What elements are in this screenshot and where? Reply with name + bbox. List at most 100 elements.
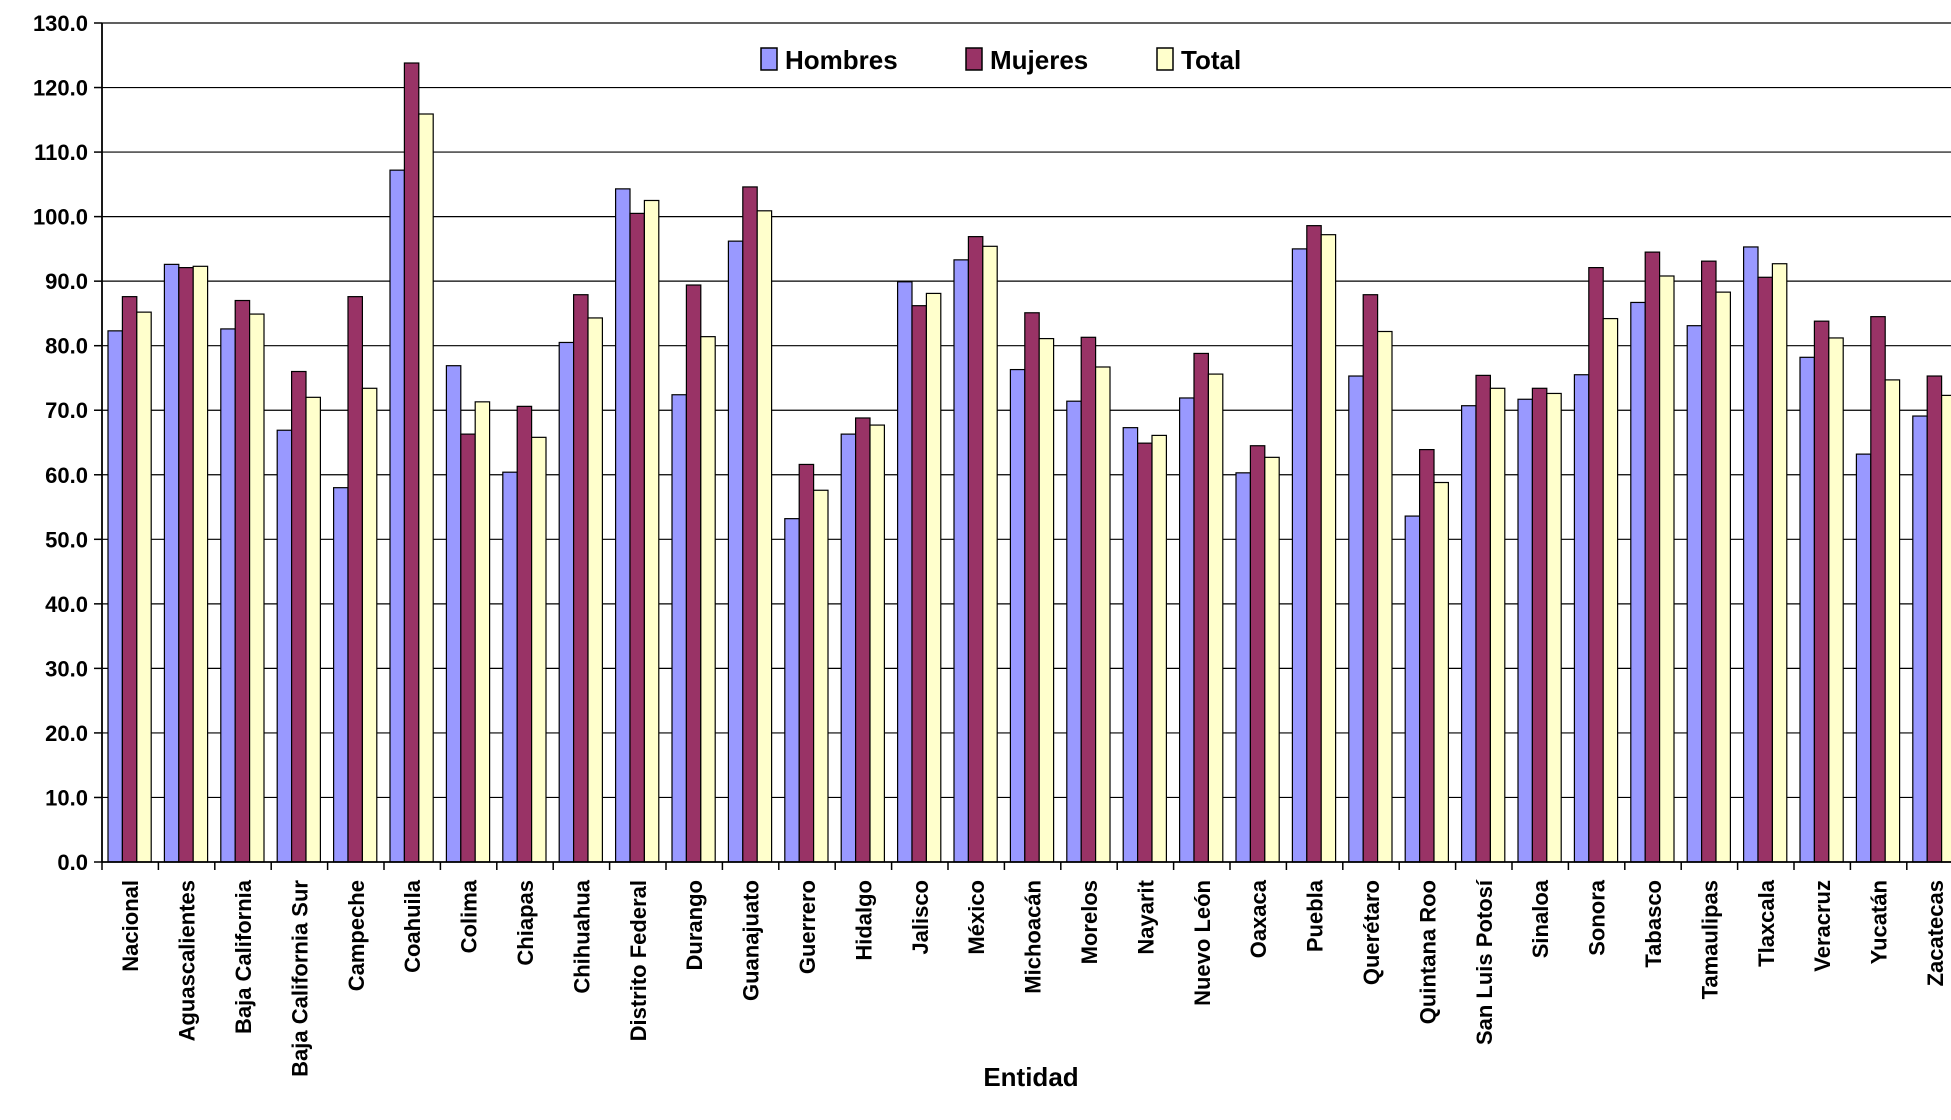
bar-total[interactable]: Tamaulipas — Total: 88.3 (1715, 291, 1731, 863)
bar-hombres[interactable]: Baja California — Hombres: 82.6 (220, 328, 236, 863)
bar-total[interactable]: Campeche — Total: 73.4 (361, 387, 378, 863)
bar-mujeres[interactable]: Yucatán — Mujeres: 84.5 (1870, 316, 1886, 863)
bar-total[interactable]: Nuevo León — Total: 75.6 (1207, 373, 1224, 863)
bar-hombres[interactable]: Zacatecas — Hombres: 69.1 (1912, 415, 1928, 863)
bar-total[interactable]: Colima — Total: 71.3 (474, 401, 491, 863)
bar-mujeres[interactable]: Coahuila — Mujeres: 123.8 (403, 62, 420, 863)
bar-hombres[interactable]: Veracruz — Hombres: 78.2 (1799, 356, 1815, 863)
bar-hombres[interactable]: Nuevo León — Hombres: 71.9 (1178, 397, 1195, 863)
bar-hombres[interactable]: Michoacán — Hombres: 76.3 (1009, 368, 1026, 863)
bar-hombres[interactable]: Durango — Hombres: 72.4 (671, 394, 687, 863)
bar-mujeres[interactable]: Michoacán — Mujeres: 85.1 (1024, 312, 1040, 863)
bar-hombres[interactable]: Puebla — Hombres: 95 (1291, 248, 1308, 863)
bar-mujeres[interactable]: Tabasco — Mujeres: 94.5 (1644, 251, 1661, 863)
bar-hombres[interactable]: Chiapas — Hombres: 60.4 (502, 471, 518, 863)
bar-hombres[interactable]: Yucatán — Hombres: 63.2 (1855, 453, 1872, 863)
bar-total[interactable]: Durango — Total: 81.4 (700, 336, 716, 863)
bar-mujeres[interactable]: Sonora — Mujeres: 92.1 (1588, 267, 1604, 863)
bar-total[interactable]: Baja California Sur — Total: 72 (305, 396, 321, 863)
legend-item-total[interactable]: Total (1156, 45, 1241, 75)
bar-mujeres[interactable]: Nuevo León — Mujeres: 78.8 (1193, 352, 1209, 863)
bar-hombres[interactable]: Oaxaca — Hombres: 60.3 (1235, 472, 1251, 863)
bar-total[interactable]: Nacional — Total: 85.2 (136, 311, 152, 863)
bar-total[interactable]: Querétaro — Total: 82.2 (1376, 330, 1393, 863)
bar-hombres[interactable]: Jalisco — Hombres: 89.9 (896, 281, 913, 863)
bar-mujeres[interactable]: Nayarit — Mujeres: 64.9 (1136, 442, 1153, 863)
bar-hombres[interactable]: Tlaxcala — Hombres: 95.3 (1742, 246, 1759, 863)
bar-mujeres[interactable]: Chiapas — Mujeres: 70.6 (516, 405, 533, 863)
bar-hombres[interactable]: Nayarit — Hombres: 67.3 (1122, 427, 1139, 863)
bar-hombres[interactable]: Guerrero — Hombres: 53.2 (784, 518, 800, 863)
bar-mujeres[interactable]: Tamaulipas — Mujeres: 93.1 (1700, 260, 1717, 863)
bar-mujeres[interactable]: Quintana Roo — Mujeres: 63.9 (1418, 448, 1435, 863)
bar-mujeres[interactable]: Sinaloa — Mujeres: 73.4 (1531, 387, 1548, 863)
bar-total[interactable]: Coahuila — Total: 115.9 (418, 113, 434, 863)
bar-total[interactable]: Morelos — Total: 76.7 (1094, 366, 1111, 863)
legend-item-mujeres[interactable]: Mujeres (965, 45, 1088, 75)
bar-hombres[interactable]: Querétaro — Hombres: 75.3 (1348, 375, 1364, 863)
bar-total[interactable]: México — Total: 95.4 (982, 245, 998, 863)
bar-mujeres[interactable]: Morelos — Mujeres: 81.3 (1080, 336, 1097, 863)
bar-mujeres[interactable]: Chihuahua — Mujeres: 87.9 (572, 294, 589, 863)
bar-hombres[interactable]: Chihuahua — Hombres: 80.5 (558, 341, 575, 863)
bar-hombres[interactable]: Tamaulipas — Hombres: 83.1 (1686, 325, 1703, 863)
bar-mujeres[interactable]: San Luis Potosí — Mujeres: 75.4 (1475, 374, 1491, 863)
bar-total[interactable]: San Luis Potosí — Total: 73.4 (1489, 387, 1506, 863)
bar-total[interactable]: Chiapas — Total: 65.8 (530, 436, 547, 863)
bar-mujeres[interactable]: Durango — Mujeres: 89.4 (685, 284, 702, 863)
bar-total[interactable]: Aguascalientes — Total: 92.3 (192, 265, 209, 863)
bar-hombres[interactable]: Coahuila — Hombres: 107.2 (389, 169, 405, 863)
bar-mujeres[interactable]: Tlaxcala — Mujeres: 90.6 (1757, 276, 1773, 863)
bar-mujeres[interactable]: Oaxaca — Mujeres: 64.5 (1249, 445, 1266, 863)
bar-total[interactable]: Tlaxcala — Total: 92.7 (1771, 263, 1788, 863)
bar-hombres[interactable]: Hidalgo — Hombres: 66.3 (840, 433, 857, 863)
bar-total[interactable]: Tabasco — Total: 90.8 (1658, 275, 1675, 863)
bar-hombres[interactable]: Campeche — Hombres: 58 (333, 487, 349, 863)
bar-total[interactable]: Zacatecas — Total: 72.3 (1940, 394, 1951, 863)
bar-mujeres[interactable]: Guerrero — Mujeres: 61.6 (798, 463, 815, 863)
bar-mujeres[interactable]: Puebla — Mujeres: 98.6 (1306, 225, 1322, 863)
bar-mujeres[interactable]: Veracruz — Mujeres: 83.8 (1813, 320, 1830, 863)
bar-hombres[interactable]: San Luis Potosí — Hombres: 70.7 (1460, 405, 1477, 863)
bar-hombres[interactable]: Baja California Sur — Hombres: 66.9 (276, 429, 293, 863)
bar-mujeres[interactable]: Colima — Mujeres: 66.3 (460, 433, 476, 863)
bar-mujeres[interactable]: Jalisco — Mujeres: 86.2 (911, 305, 927, 863)
bar-hombres[interactable]: Tabasco — Hombres: 86.7 (1630, 301, 1646, 863)
bar-total[interactable]: Sonora — Total: 84.2 (1602, 317, 1619, 863)
bar-total[interactable]: Puebla — Total: 97.2 (1320, 234, 1337, 863)
bar-mujeres[interactable]: Hidalgo — Mujeres: 68.8 (854, 417, 871, 863)
bar-hombres[interactable]: Sonora — Hombres: 75.5 (1573, 374, 1590, 863)
bar-hombres[interactable]: Nacional — Hombres: 82.3 (107, 330, 123, 863)
bar-hombres[interactable]: Aguascalientes — Hombres: 92.6 (163, 263, 180, 863)
bar-mujeres[interactable]: Baja California Sur — Mujeres: 76 (291, 370, 307, 863)
bar-mujeres[interactable]: Campeche — Mujeres: 87.6 (347, 296, 363, 863)
bar-hombres[interactable]: Morelos — Hombres: 71.4 (1066, 400, 1082, 863)
bar-hombres[interactable]: México — Hombres: 93.3 (953, 259, 969, 863)
bar-total[interactable]: Veracruz — Total: 81.2 (1828, 337, 1844, 863)
bar-mujeres[interactable]: Guanajuato — Mujeres: 104.6 (742, 186, 758, 863)
bar-total[interactable]: Nayarit — Total: 66.1 (1151, 434, 1167, 863)
bar-mujeres[interactable]: Distrito Federal — Mujeres: 100.5 (629, 212, 645, 863)
bar-mujeres[interactable]: Querétaro — Mujeres: 87.9 (1362, 294, 1379, 863)
bar-total[interactable]: Hidalgo — Total: 67.7 (869, 424, 885, 863)
bar-total[interactable]: Michoacán — Total: 81.1 (1038, 337, 1055, 863)
bar-mujeres[interactable]: México — Mujeres: 96.9 (967, 236, 984, 863)
bar-total[interactable]: Chihuahua — Total: 84.3 (587, 317, 603, 863)
bar-hombres[interactable]: Sinaloa — Hombres: 71.7 (1517, 398, 1533, 863)
bar-total[interactable]: Quintana Roo — Total: 58.8 (1433, 481, 1449, 863)
bar-total[interactable]: Jalisco — Total: 88.1 (925, 292, 942, 863)
bar-mujeres[interactable]: Nacional — Mujeres: 87.6 (121, 296, 138, 863)
bar-mujeres[interactable]: Baja California — Mujeres: 87 (234, 299, 251, 863)
bar-hombres[interactable]: Distrito Federal — Hombres: 104.3 (614, 188, 631, 863)
bar-total[interactable]: Sinaloa — Total: 72.6 (1546, 392, 1562, 863)
bar-mujeres[interactable]: Aguascalientes — Mujeres: 92.1 (178, 267, 194, 863)
bar-hombres[interactable]: Quintana Roo — Hombres: 53.6 (1404, 515, 1421, 863)
bar-mujeres[interactable]: Zacatecas — Mujeres: 75.3 (1926, 375, 1943, 863)
bar-total[interactable]: Guanajuato — Total: 100.9 (756, 210, 773, 863)
bar-total[interactable]: Oaxaca — Total: 62.7 (1264, 456, 1280, 863)
bar-total[interactable]: Distrito Federal — Total: 102.5 (643, 199, 660, 863)
legend-item-hombres[interactable]: Hombres (760, 45, 898, 75)
legend[interactable]: Hombres Mujeres Total (760, 45, 1241, 75)
bar-total[interactable]: Baja California — Total: 84.9 (249, 313, 265, 863)
bar-total[interactable]: Yucatán — Total: 74.7 (1884, 379, 1901, 863)
